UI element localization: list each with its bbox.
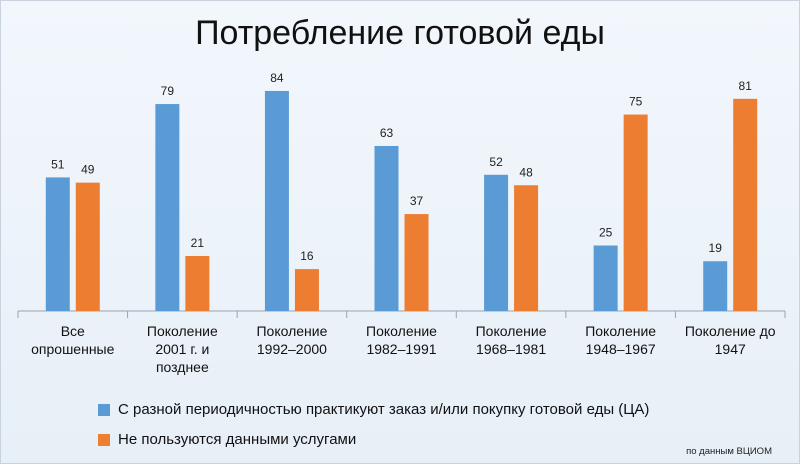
category-label: Поколение до 1947 xyxy=(685,323,776,357)
category-label-line: 1982–1991 xyxy=(366,341,436,357)
bar-non-users xyxy=(623,114,648,311)
bar-non-users xyxy=(75,182,100,311)
category-label: Поколение 1948–1967 xyxy=(585,323,656,357)
category-label: Поколение 1968–1981 xyxy=(476,323,547,357)
category-label-line: Поколение xyxy=(476,323,547,339)
legend-label: Не пользуются данными услугами xyxy=(118,431,357,448)
category-label-line: Поколение xyxy=(147,323,218,339)
data-label: 51 xyxy=(51,157,65,171)
legend-item-non-users: Не пользуются данными услугами xyxy=(98,431,356,448)
bar-target-audience xyxy=(45,177,70,311)
bar-non-users xyxy=(294,269,319,311)
category-label-line: 1947 xyxy=(715,341,746,357)
source-note: по данным ВЦИОМ xyxy=(686,446,772,457)
legend-label: С разной периодичностью практикуют заказ… xyxy=(118,401,650,418)
bar-non-users xyxy=(733,98,758,311)
bar-non-users xyxy=(404,214,429,311)
data-label: 19 xyxy=(709,241,723,255)
data-label: 75 xyxy=(629,95,643,109)
category-label-line: 1968–1981 xyxy=(476,341,546,357)
category-label-line: опрошенные xyxy=(31,341,114,357)
category-label: Поколение 1982–1991 xyxy=(366,323,437,357)
category-label-line: 1992–2000 xyxy=(257,341,327,357)
chart-title: Потребление готовой еды xyxy=(195,14,605,52)
category-label-line: Все xyxy=(61,323,85,339)
data-label: 84 xyxy=(270,71,284,85)
bar-target-audience xyxy=(155,104,180,311)
data-label: 52 xyxy=(489,155,503,169)
data-label: 48 xyxy=(519,165,533,179)
legend-swatch-orange xyxy=(98,433,110,446)
data-label: 37 xyxy=(410,194,424,208)
category-label-line: позднее xyxy=(156,359,209,375)
category-label: Поколение 2001 г. и позднее xyxy=(147,323,218,375)
category-label: Поколение 1992–2000 xyxy=(256,323,327,357)
data-label: 16 xyxy=(300,249,314,263)
bar-target-audience xyxy=(374,145,399,311)
category-label-line: Поколение до xyxy=(685,323,776,339)
data-label: 21 xyxy=(191,236,205,250)
data-label: 79 xyxy=(161,84,175,98)
bar-non-users xyxy=(185,255,210,311)
bar-target-audience xyxy=(264,90,289,312)
bar-non-users xyxy=(514,185,539,311)
legend-swatch-blue xyxy=(98,403,110,416)
data-label: 81 xyxy=(739,79,753,93)
data-label: 49 xyxy=(81,163,95,177)
bar-target-audience xyxy=(484,174,509,311)
category-label: Все опрошенные xyxy=(31,323,114,357)
data-label: 25 xyxy=(599,226,613,240)
category-label-line: 2001 г. и xyxy=(155,341,209,357)
bar-target-audience xyxy=(593,245,618,311)
category-label-line: Поколение xyxy=(585,323,656,339)
data-label: 63 xyxy=(380,126,394,140)
bar-target-audience xyxy=(703,261,728,311)
category-label-line: Поколение xyxy=(256,323,327,339)
category-label-line: 1948–1967 xyxy=(586,341,656,357)
category-label-line: Поколение xyxy=(366,323,437,339)
legend-item-target-audience: С разной периодичностью практикуют заказ… xyxy=(98,401,649,418)
